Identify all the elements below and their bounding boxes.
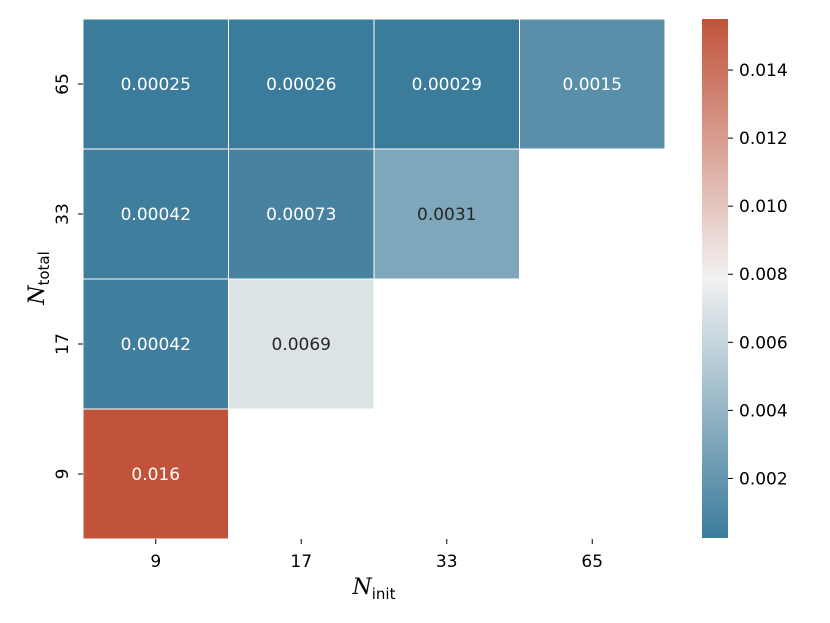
heatmap-cell (82, 148, 229, 280)
y-tick-label: 17 (53, 333, 73, 355)
x-tick-label: 9 (150, 552, 161, 572)
heatmap-cell (519, 18, 666, 150)
y-axis-label-main: N (25, 285, 50, 306)
colorbar-tick-label: 0.014 (739, 61, 788, 81)
y-tick-label: 33 (53, 203, 73, 225)
cell-value-label: 0.0031 (417, 205, 476, 225)
y-axis-label: Ntotal (25, 251, 53, 306)
colorbar-tick-label: 0.012 (739, 129, 788, 149)
cell-value-label: 0.00042 (121, 335, 191, 355)
x-axis-label-main: N (352, 575, 373, 600)
colorbar (702, 19, 728, 538)
x-axis-label-sub: init (372, 585, 396, 603)
x-tick-label: 33 (436, 552, 458, 572)
heatmap-cell (228, 18, 375, 150)
heatmap-cell (82, 278, 229, 410)
cell-value-label: 0.0015 (563, 75, 622, 95)
heatmap-cells: 0.00025 0.00026 0.00029 0.0015 0.00042 0.0007… (82, 18, 666, 540)
x-axis-label: Ninit (352, 575, 396, 603)
heatmap-cell (373, 148, 520, 280)
y-axis-label-sub: total (35, 251, 53, 285)
heatmap-cell (228, 148, 375, 280)
y-tick-label: 65 (53, 73, 73, 95)
heatmap-cell (228, 278, 375, 410)
heatmap-cell (373, 18, 520, 150)
x-tick-label: 65 (581, 552, 603, 572)
x-axis-ticks: 9 17 33 65 (150, 539, 603, 572)
colorbar-tick-label: 0.002 (739, 469, 788, 489)
cell-value-label: 0.00073 (266, 205, 336, 225)
cell-value-label: 0.016 (131, 465, 180, 485)
cell-value-label: 0.0069 (272, 335, 331, 355)
colorbar-tick-label: 0.006 (739, 333, 788, 353)
heatmap-cell (82, 408, 229, 540)
cell-value-label: 0.00042 (121, 205, 191, 225)
cell-value-label: 0.00025 (121, 75, 191, 95)
cell-value-label: 0.00029 (412, 75, 482, 95)
colorbar-ticks: 0.002 0.004 0.006 0.008 0.010 0.012 0.014 (728, 61, 788, 489)
heatmap-cell (82, 18, 229, 150)
colorbar-tick-label: 0.004 (739, 401, 788, 421)
colorbar-tick-label: 0.008 (739, 265, 788, 285)
cell-value-label: 0.00026 (266, 75, 336, 95)
y-axis-ticks: 65 33 17 9 (53, 73, 83, 479)
colorbar-tick-label: 0.010 (739, 197, 788, 217)
x-tick-label: 17 (290, 552, 312, 572)
y-tick-label: 9 (53, 469, 73, 480)
